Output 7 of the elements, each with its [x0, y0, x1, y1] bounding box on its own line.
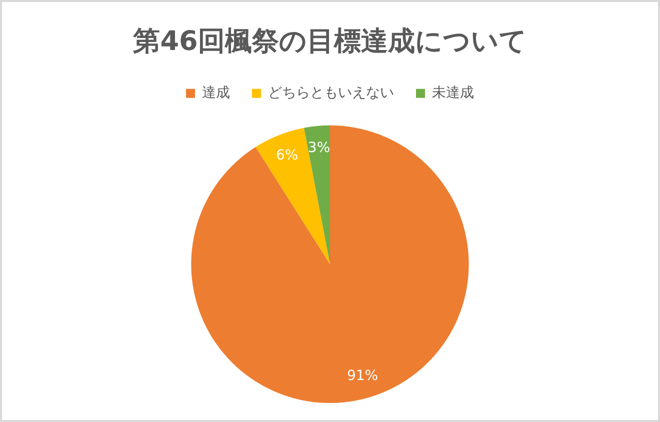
legend-label: 達成 — [202, 85, 230, 102]
legend-label: 未達成 — [432, 85, 474, 102]
data-label: 3% — [308, 140, 330, 156]
chart-title: 第46回楓祭の目標達成について — [132, 26, 527, 58]
data-label: 6% — [276, 147, 298, 164]
legend-label: どちらともいえない — [268, 85, 394, 102]
data-label: 91% — [346, 368, 378, 384]
